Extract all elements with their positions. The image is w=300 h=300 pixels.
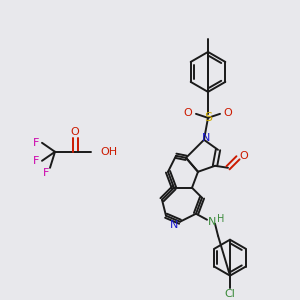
Text: O: O <box>240 151 248 161</box>
Text: O: O <box>184 108 192 118</box>
Text: N: N <box>202 133 210 143</box>
Text: F: F <box>33 138 39 148</box>
Text: O: O <box>224 108 232 118</box>
Text: F: F <box>43 168 49 178</box>
Text: O: O <box>70 127 80 137</box>
Text: S: S <box>204 111 212 124</box>
Text: F: F <box>33 156 39 166</box>
Text: N: N <box>170 220 178 230</box>
Text: H: H <box>217 214 225 224</box>
Text: OH: OH <box>100 147 117 157</box>
Text: N: N <box>208 217 216 227</box>
Text: Cl: Cl <box>225 289 236 298</box>
